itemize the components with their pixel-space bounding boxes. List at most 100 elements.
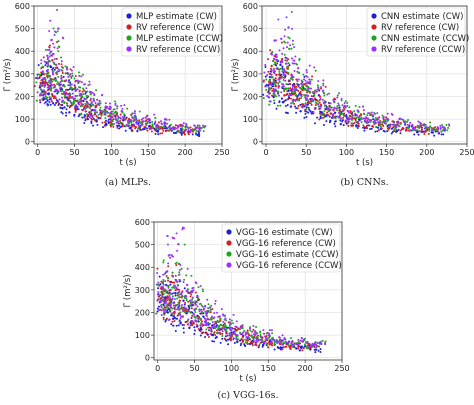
data-point [257,346,260,349]
data-point [259,333,262,336]
data-point [230,319,233,322]
data-point [321,339,324,342]
data-point [183,310,187,314]
data-point [374,130,377,133]
data-point [307,345,310,348]
legend-label: MLP estimate (CCW) [136,34,223,44]
data-point [290,57,293,60]
data-point [86,90,89,93]
data-point [276,92,279,95]
data-point [307,85,310,88]
data-point [319,97,322,100]
data-point [309,348,312,351]
data-point [313,94,316,97]
data-point [275,73,278,77]
data-point [178,296,181,299]
data-point [277,18,280,21]
data-point [295,93,298,96]
data-point [44,79,47,82]
y-tick-label: 0 [25,138,30,147]
data-point [156,267,159,270]
data-point [181,228,184,231]
data-point [176,284,179,287]
data-point [213,340,216,343]
data-point [50,38,53,42]
data-point [79,93,83,96]
data-point [44,64,47,67]
data-point [334,125,337,128]
data-point [181,128,184,131]
data-point [223,337,226,340]
data-point [224,323,227,326]
data-point [167,286,170,289]
data-point [420,125,423,128]
data-point [116,115,119,118]
data-point [39,81,42,85]
data-point [270,340,273,343]
data-point [262,341,265,344]
data-point [169,305,172,308]
data-point [124,118,127,121]
data-point [55,66,58,69]
data-point [289,87,292,90]
data-point [133,125,136,128]
data-point [297,78,300,81]
data-point [164,283,167,286]
data-point [50,87,53,90]
data-point [299,342,302,345]
data-point [49,96,52,99]
data-point [166,309,169,312]
data-point [88,83,91,86]
x-tick-label: 150 [141,148,156,157]
data-point [56,30,59,33]
data-point [283,68,286,71]
data-point [367,112,370,115]
data-point [268,100,271,103]
data-point [300,347,303,350]
data-point [87,84,90,87]
data-point [348,106,351,109]
data-point [287,94,290,97]
data-point [442,129,445,132]
data-point [219,341,222,344]
data-point [303,105,306,108]
data-point [216,320,219,323]
data-point [314,89,317,92]
y-tick-label: 100 [135,331,150,340]
data-point [301,345,304,348]
data-point [384,121,387,124]
data-point [287,96,290,99]
data-point [127,124,130,127]
data-point [157,283,160,286]
data-point [279,67,282,70]
data-point [142,117,145,120]
data-point [346,122,349,125]
data-point [369,114,372,117]
data-point [37,64,40,67]
data-point [138,120,141,123]
data-point [181,315,184,318]
data-point [162,299,165,302]
data-point [47,93,50,96]
data-point [310,112,314,115]
data-point [314,104,317,107]
data-point [69,68,72,71]
data-point [354,114,357,117]
data-point [360,121,363,124]
data-point [52,52,55,55]
data-point [387,128,390,131]
data-point [290,344,293,347]
data-point [239,332,242,335]
data-point [264,335,267,338]
data-point [320,113,323,116]
data-point [162,290,165,293]
data-point [66,96,69,99]
data-point [241,324,244,327]
data-point [299,349,302,352]
data-point [138,110,141,113]
data-point [130,129,133,132]
data-point [270,329,273,332]
data-point [279,61,282,64]
data-point [157,291,160,294]
data-point [104,121,107,124]
